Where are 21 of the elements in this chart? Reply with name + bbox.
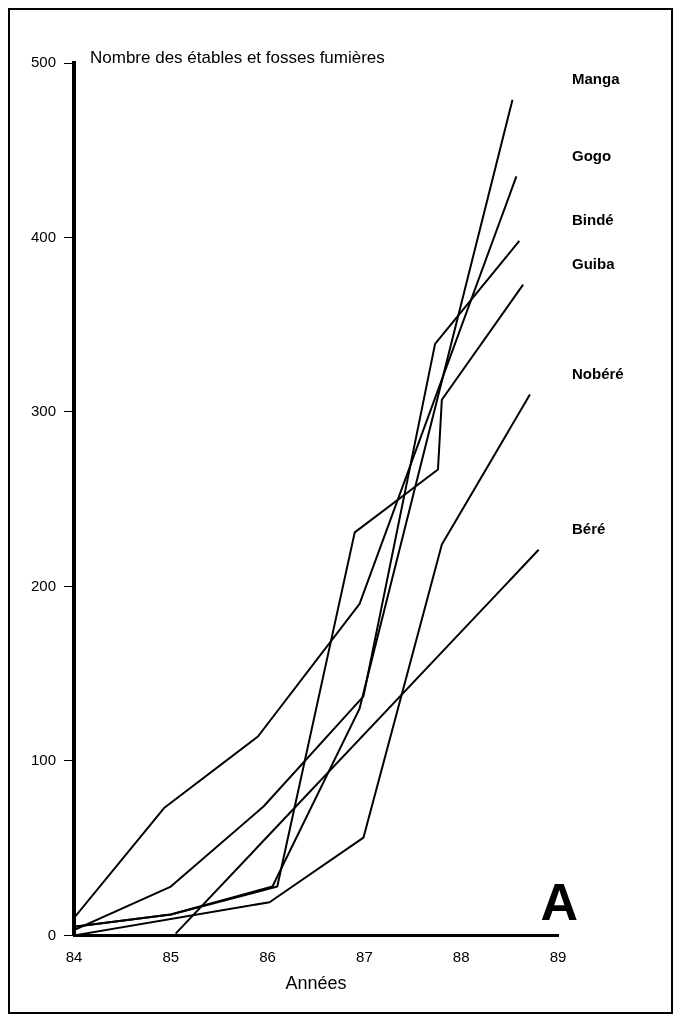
annotation: A bbox=[540, 872, 578, 931]
x-tick-label: 84 bbox=[65, 947, 83, 965]
y-tick-label: 100 bbox=[31, 751, 57, 769]
x-tick-label: 89 bbox=[549, 947, 567, 965]
y-tick-label: 500 bbox=[31, 53, 57, 71]
y-tick-label: 400 bbox=[31, 227, 57, 245]
y-tick-label: 200 bbox=[31, 576, 57, 594]
x-tick-label: 87 bbox=[356, 947, 373, 965]
y-tick-label: 300 bbox=[31, 402, 57, 420]
y-tick-label: 0 bbox=[47, 925, 57, 943]
text: Bindé bbox=[572, 211, 614, 229]
x-tick-label: 88 bbox=[452, 947, 470, 965]
text: Gogo bbox=[572, 146, 612, 164]
x-tick-label: 86 bbox=[259, 947, 276, 965]
y-axis-title: Nombre des étables et fosses fumières bbox=[90, 47, 385, 67]
x-tick-label: 85 bbox=[162, 947, 180, 965]
x-axis-title: Années bbox=[285, 973, 347, 994]
text: Manga bbox=[572, 69, 621, 87]
text: Guiba bbox=[572, 254, 616, 272]
text: Béré bbox=[572, 519, 606, 537]
text: Nobéré bbox=[572, 364, 624, 382]
